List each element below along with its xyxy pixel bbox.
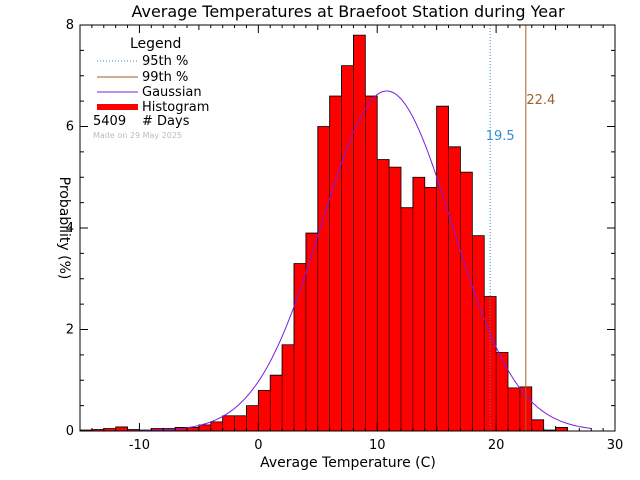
x-axis-ticks: -10 0 10 20 30 [79, 25, 624, 453]
histogram-bar [294, 263, 306, 431]
histogram-bar [401, 207, 413, 431]
histogram-bar [91, 429, 104, 431]
histogram-bar [543, 429, 556, 431]
histogram-bar [496, 352, 508, 431]
histogram-bar [412, 177, 425, 431]
chart-title: Average Temperatures at Braefoot Station… [131, 2, 564, 21]
histogram-bar [353, 35, 366, 432]
legend-title: Legend [130, 36, 181, 52]
histogram-bar [127, 429, 140, 431]
histogram-bar [210, 421, 223, 431]
histogram-bar [472, 235, 485, 431]
gaussian-curve [80, 90, 592, 432]
legend-label-99th: 99th % [142, 70, 188, 85]
y-tick-label: 0 [66, 424, 74, 439]
histogram-bar [448, 146, 461, 432]
histogram-bar [234, 415, 247, 431]
x-tick-label: 30 [607, 438, 624, 453]
x-tick-label: 20 [488, 438, 505, 453]
y-axis-label: Probability (%) [56, 177, 72, 280]
histogram-outlines [80, 34, 615, 432]
legend: Legend 95th % 99th % Gaussian Histogram … [93, 36, 209, 140]
p99-label: 22.4 [526, 93, 555, 108]
histogram-bar [484, 296, 497, 431]
histogram-bar [222, 415, 235, 431]
histogram-bar [198, 424, 211, 431]
histogram-bar [508, 387, 520, 431]
y-tick-label: 6 [66, 120, 74, 135]
legend-days-count: 5409 [93, 114, 126, 129]
legend-days-label: # Days [142, 114, 190, 129]
histogram-bar [436, 106, 449, 431]
histogram-bar [329, 96, 342, 432]
histogram-bar [531, 419, 544, 431]
x-axis-label: Average Temperature (C) [260, 455, 436, 471]
y-tick-label: 4 [66, 221, 74, 236]
histogram-bar [151, 428, 164, 431]
histogram-bar [341, 65, 354, 431]
histogram-bar [103, 428, 116, 431]
x-tick-label: 0 [254, 438, 262, 453]
legend-label-95th: 95th % [142, 54, 188, 69]
histogram-bar [282, 344, 294, 431]
histogram-bar [555, 427, 568, 431]
histogram-bar [175, 427, 187, 431]
x-tick-label: 10 [369, 438, 386, 453]
y-axis-ticks: 0 2 4 6 8 [66, 18, 615, 439]
histogram-bar [389, 167, 401, 431]
histogram-bar [365, 96, 378, 432]
legend-label-histogram: Histogram [142, 100, 209, 115]
histogram-bar [460, 172, 473, 432]
histogram-bar [317, 126, 330, 431]
legend-label-gaussian: Gaussian [142, 85, 202, 100]
histogram-bar [305, 233, 318, 431]
histogram-bar [187, 427, 199, 431]
y-tick-label: 2 [66, 323, 74, 338]
histogram-bar [377, 159, 390, 432]
histogram-bar [258, 390, 271, 431]
p95-label: 19.5 [486, 129, 515, 144]
y-tick-label: 8 [66, 18, 74, 33]
histogram-bar [115, 426, 128, 431]
histogram-outline [80, 34, 615, 432]
histogram-bar [246, 405, 259, 431]
made-on-note: Made on 29 May 2025 [93, 131, 182, 140]
histogram-bar [270, 375, 283, 431]
histogram-bar [424, 187, 437, 431]
x-tick-label: -10 [129, 438, 150, 453]
